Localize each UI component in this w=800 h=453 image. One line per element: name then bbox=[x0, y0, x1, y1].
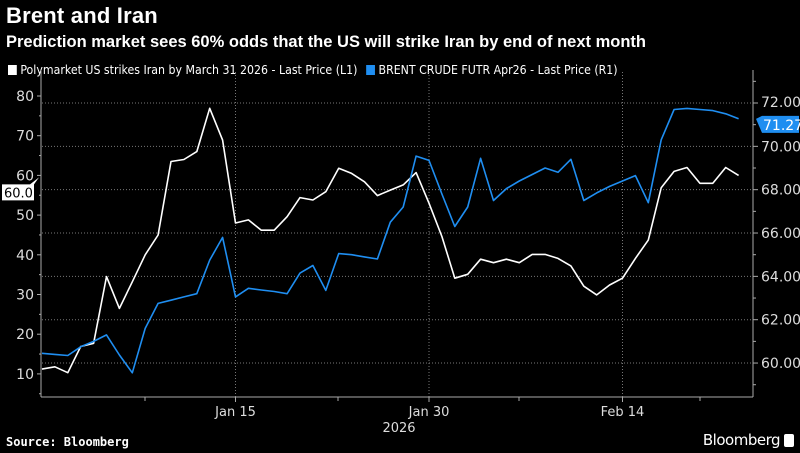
x-tick-label: Jan 30 bbox=[408, 405, 450, 420]
left-tick-label: 80 bbox=[16, 89, 34, 105]
right-tick-label: 72.00 bbox=[761, 95, 800, 111]
last-value-label-right: 71.27 bbox=[763, 118, 800, 134]
last-value-tag-right bbox=[756, 115, 799, 133]
bloomberg-logo: Bloomberg bbox=[703, 431, 794, 449]
left-tick-label: 10 bbox=[16, 367, 34, 383]
left-tick-label: 70 bbox=[16, 129, 34, 145]
legend-item-polymarket: Polymarket US strikes Iran by March 31 2… bbox=[8, 62, 357, 77]
x-tick-label: Feb 14 bbox=[601, 405, 645, 420]
right-tick-label: 68.00 bbox=[761, 183, 800, 199]
series-line-polymarket bbox=[41, 107, 740, 374]
legend-label: Polymarket US strikes Iran by March 31 2… bbox=[20, 62, 358, 77]
left-tick-label: 40 bbox=[16, 248, 34, 264]
last-value-label-left: 60.0 bbox=[4, 186, 33, 201]
right-tick-label: 70.00 bbox=[761, 139, 800, 155]
chart-title: Brent and Iran bbox=[6, 3, 158, 28]
source-note: Source: Bloomberg bbox=[6, 435, 129, 449]
terminal-icon bbox=[784, 433, 794, 447]
legend-swatch-white bbox=[8, 64, 17, 75]
brand-text: Bloomberg bbox=[702, 431, 781, 449]
chart-subtitle: Prediction market sees 60% odds that the… bbox=[6, 33, 646, 51]
legend-label: BRENT CRUDE FUTR Apr26 - Last Price (R1) bbox=[378, 62, 618, 77]
right-tick-label: 66.00 bbox=[761, 226, 800, 242]
x-year-label: 2026 bbox=[382, 421, 415, 436]
right-tick-label: 62.00 bbox=[761, 313, 800, 329]
left-tick-label: 60 bbox=[16, 168, 34, 184]
right-tick-label: 64.00 bbox=[761, 269, 800, 285]
last-value-tag-left bbox=[2, 177, 39, 201]
left-tick-label: 20 bbox=[16, 327, 34, 343]
legend-swatch-blue bbox=[366, 64, 376, 75]
x-tick-label: Jan 15 bbox=[214, 405, 256, 420]
legend-item-brent: BRENT CRUDE FUTR Apr26 - Last Price (R1) bbox=[366, 62, 618, 77]
right-tick-label: 60.00 bbox=[761, 356, 800, 372]
series-line-brent bbox=[41, 107, 739, 374]
legend: Polymarket US strikes Iran by March 31 2… bbox=[8, 62, 618, 77]
left-tick-label: 30 bbox=[16, 288, 34, 304]
left-tick-label: 50 bbox=[16, 208, 34, 224]
